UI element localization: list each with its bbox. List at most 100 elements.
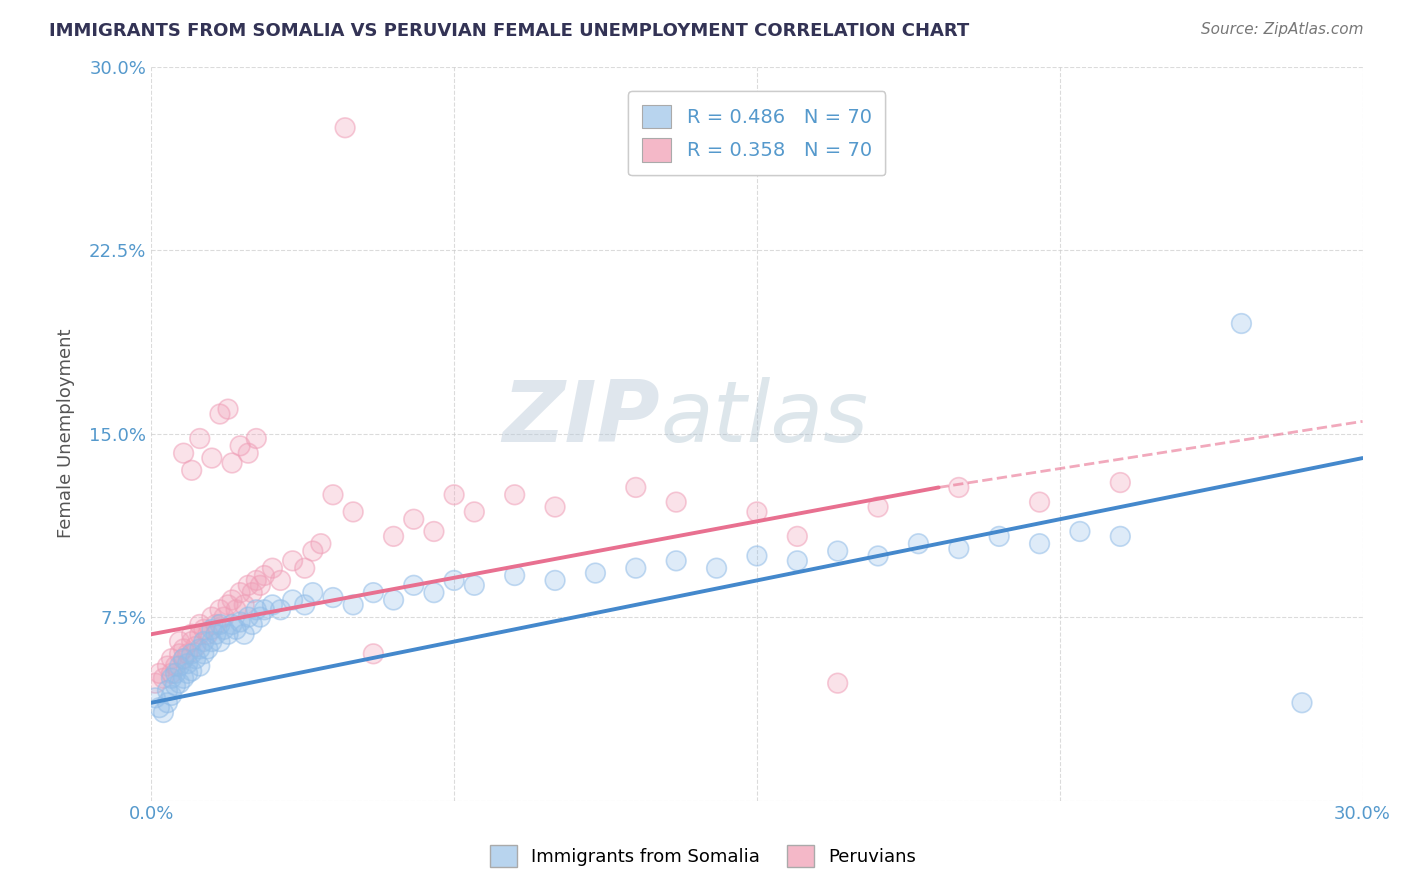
Point [443,488,465,502]
Point [1028,537,1050,551]
Point [503,568,526,582]
Point [208,407,231,421]
Point [907,537,929,551]
Point [165,659,187,673]
Point [544,500,567,514]
Point [245,432,267,446]
Point [363,585,385,599]
Point [270,603,292,617]
Point [173,651,195,665]
Point [152,671,174,685]
Point [201,634,224,648]
Point [217,402,239,417]
Point [188,641,211,656]
Point [363,585,385,599]
Point [169,647,191,661]
Point [238,446,260,460]
Point [988,529,1011,543]
Point [212,623,235,637]
Point [208,603,231,617]
Point [148,700,170,714]
Point [176,666,198,681]
Point [148,700,170,714]
Point [463,578,485,592]
Point [152,706,174,720]
Point [1291,696,1313,710]
Point [322,488,344,502]
Point [143,676,166,690]
Point [201,451,224,466]
Text: Source: ZipAtlas.com: Source: ZipAtlas.com [1201,22,1364,37]
Point [201,623,224,637]
Point [463,578,485,592]
Point [665,495,688,509]
Point [212,610,235,624]
Point [176,657,198,671]
Point [225,623,247,637]
Point [165,679,187,693]
Point [165,666,187,681]
Point [294,561,316,575]
Point [301,544,323,558]
Point [217,598,239,612]
Text: atlas: atlas [659,377,868,460]
Point [423,524,446,539]
Point [988,529,1011,543]
Point [322,591,344,605]
Point [188,641,211,656]
Point [706,561,728,575]
Point [363,647,385,661]
Point [188,432,211,446]
Point [212,623,235,637]
Point [188,659,211,673]
Point [665,495,688,509]
Point [152,671,174,685]
Point [208,407,231,421]
Point [176,647,198,661]
Point [160,671,183,685]
Point [240,617,263,632]
Point [148,666,170,681]
Point [294,598,316,612]
Point [238,610,260,624]
Point [208,634,231,648]
Point [233,598,256,612]
Point [180,634,202,648]
Point [184,640,207,654]
Point [665,554,688,568]
Point [160,651,183,665]
Point [382,593,405,607]
Point [188,659,211,673]
Point [907,537,929,551]
Point [208,617,231,632]
Point [156,696,179,710]
Point [342,598,364,612]
Point [333,120,356,135]
Point [188,627,211,641]
Point [443,574,465,588]
Point [382,529,405,543]
Point [342,505,364,519]
Point [262,598,284,612]
Point [225,603,247,617]
Point [240,585,263,599]
Point [309,537,332,551]
Point [262,561,284,575]
Point [205,627,228,641]
Point [503,488,526,502]
Point [948,480,970,494]
Point [294,561,316,575]
Point [238,610,260,624]
Point [188,617,211,632]
Point [363,647,385,661]
Point [217,627,239,641]
Point [322,591,344,605]
Point [827,544,849,558]
Point [301,544,323,558]
Y-axis label: Female Unemployment: Female Unemployment [58,329,75,539]
Point [786,554,808,568]
Text: ZIP: ZIP [502,377,659,460]
Point [270,574,292,588]
Point [281,593,304,607]
Point [238,578,260,592]
